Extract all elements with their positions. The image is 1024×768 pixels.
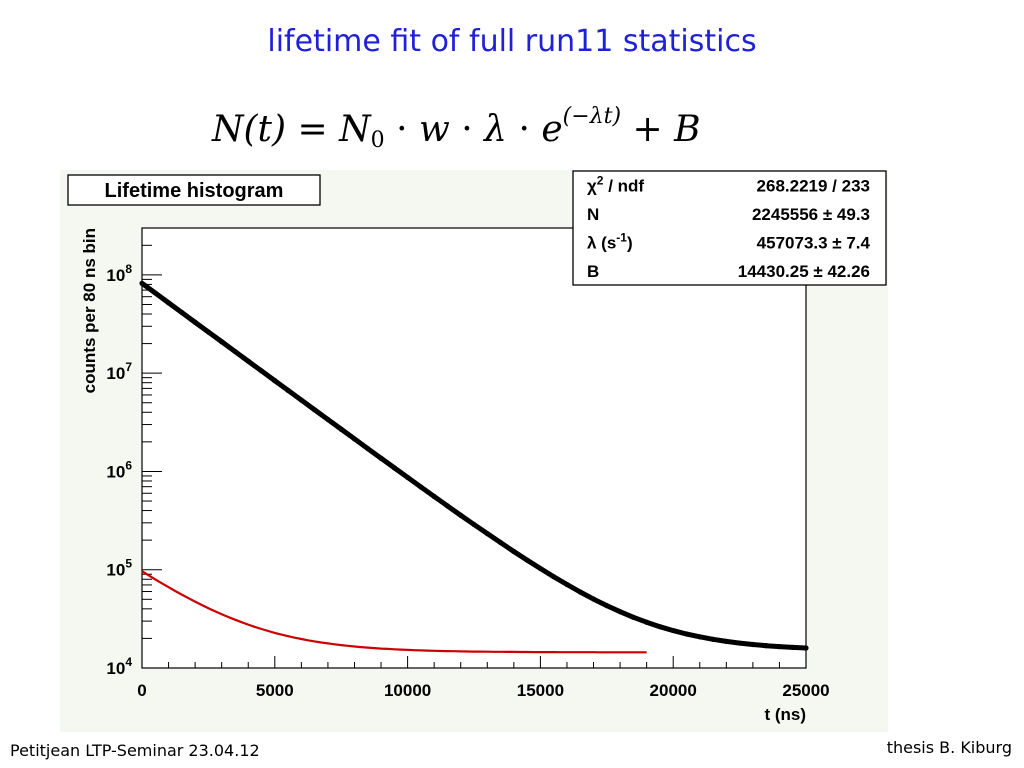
formula-n: N [339, 109, 371, 150]
data-point [604, 603, 610, 609]
fit-stat-label: B [587, 262, 599, 281]
x-tick-label: 5000 [256, 681, 294, 700]
x-tick-label: 20000 [650, 681, 697, 700]
data-point [458, 512, 464, 518]
data-point [750, 641, 756, 648]
data-point [365, 445, 371, 452]
formula-lhs: N(t) = [212, 109, 328, 150]
data-point [630, 614, 636, 620]
data-point [670, 627, 676, 634]
data-point [524, 557, 530, 563]
y-tick-label: 104 [106, 655, 132, 678]
plot-frame [141, 227, 807, 669]
data-point [723, 638, 729, 644]
y-tick-label: 107 [106, 360, 132, 383]
x-tick-label: 10000 [384, 681, 431, 700]
data-point [511, 548, 517, 555]
data-point [617, 609, 623, 615]
data-point [697, 634, 703, 640]
data-point [179, 309, 185, 316]
fit-stat-value: 457073.3 ± 7.4 [757, 234, 871, 253]
data-point [471, 521, 477, 528]
slide-title: lifetime fit of full run11 statistics [267, 24, 757, 59]
data-point [710, 636, 716, 642]
formula-w: w [418, 109, 450, 150]
formula-exponent: (−λt) [562, 104, 622, 129]
data-point [537, 565, 544, 572]
footer-left: Petitjean LTP-Seminar 23.04.12 [10, 741, 260, 760]
data-point [272, 378, 278, 384]
fit-stat-value: 14430.25 ± 42.26 [738, 262, 870, 281]
data-point [378, 455, 384, 461]
data-point [590, 596, 597, 602]
formula-lambda: λ [484, 109, 507, 150]
formula-plus-b: + B [632, 109, 701, 150]
data-point [232, 348, 238, 355]
fit-stat-value: 268.2219 / 233 [757, 177, 870, 196]
x-tick-label: 25000 [782, 681, 829, 700]
data-point [219, 339, 225, 345]
data-point [312, 407, 318, 413]
formula-dot: · [461, 109, 473, 150]
data-point [325, 416, 331, 423]
data-point [497, 540, 504, 546]
x-tick-label: 15000 [517, 681, 564, 700]
data-point [285, 387, 291, 393]
fit-curve [141, 570, 647, 654]
y-tick-label: 105 [106, 557, 132, 580]
data-point [405, 474, 411, 481]
data-point [258, 368, 265, 374]
fit-formula: N(t) = N0 · w · λ · e(−λt) + B [212, 104, 701, 153]
data-point [683, 631, 690, 637]
fit-stat-label: N [587, 205, 599, 224]
data-point [192, 319, 198, 325]
data-point [776, 644, 783, 650]
data-point [657, 624, 663, 630]
histogram-title: Lifetime histogram [105, 180, 284, 202]
data-point [418, 484, 424, 490]
data-point [763, 643, 769, 649]
data-point [644, 619, 650, 625]
x-tick-label: 0 [137, 681, 146, 700]
fit-stats-box [572, 170, 887, 286]
data-point [484, 531, 490, 537]
y-tick-label: 106 [106, 458, 132, 481]
x-axis-label: t (ns) [764, 705, 806, 724]
data-point [444, 503, 451, 509]
formula-n-sub: 0 [370, 128, 385, 153]
data-point [431, 493, 437, 500]
y-axis-label: counts per 80 ns bin [80, 228, 99, 393]
data-point [391, 465, 397, 471]
formula-dot: · [396, 109, 408, 150]
data-point [351, 436, 358, 442]
data-point [205, 329, 211, 335]
data-point [803, 645, 809, 651]
data-point [577, 589, 583, 595]
data-point [245, 358, 251, 364]
fit-stat-label: λ (s-1) [587, 231, 633, 253]
data-point [139, 280, 145, 286]
footer-right: thesis B. Kiburg [886, 738, 1012, 757]
data-point [790, 644, 796, 650]
formula-dot: · [518, 109, 530, 150]
data-point [165, 300, 172, 306]
formula-e: e [541, 109, 563, 150]
data-point [152, 290, 158, 296]
fit-stat-label: χ2 / ndf [587, 174, 644, 196]
data-point [737, 640, 743, 646]
histogram-title-box [67, 174, 321, 206]
data-point [551, 574, 557, 580]
data-point [338, 426, 344, 432]
fit-stat-value: 2245556 ± 49.3 [752, 205, 870, 224]
data-point [298, 397, 304, 403]
data-point [564, 581, 570, 588]
y-tick-label: 108 [106, 262, 132, 285]
